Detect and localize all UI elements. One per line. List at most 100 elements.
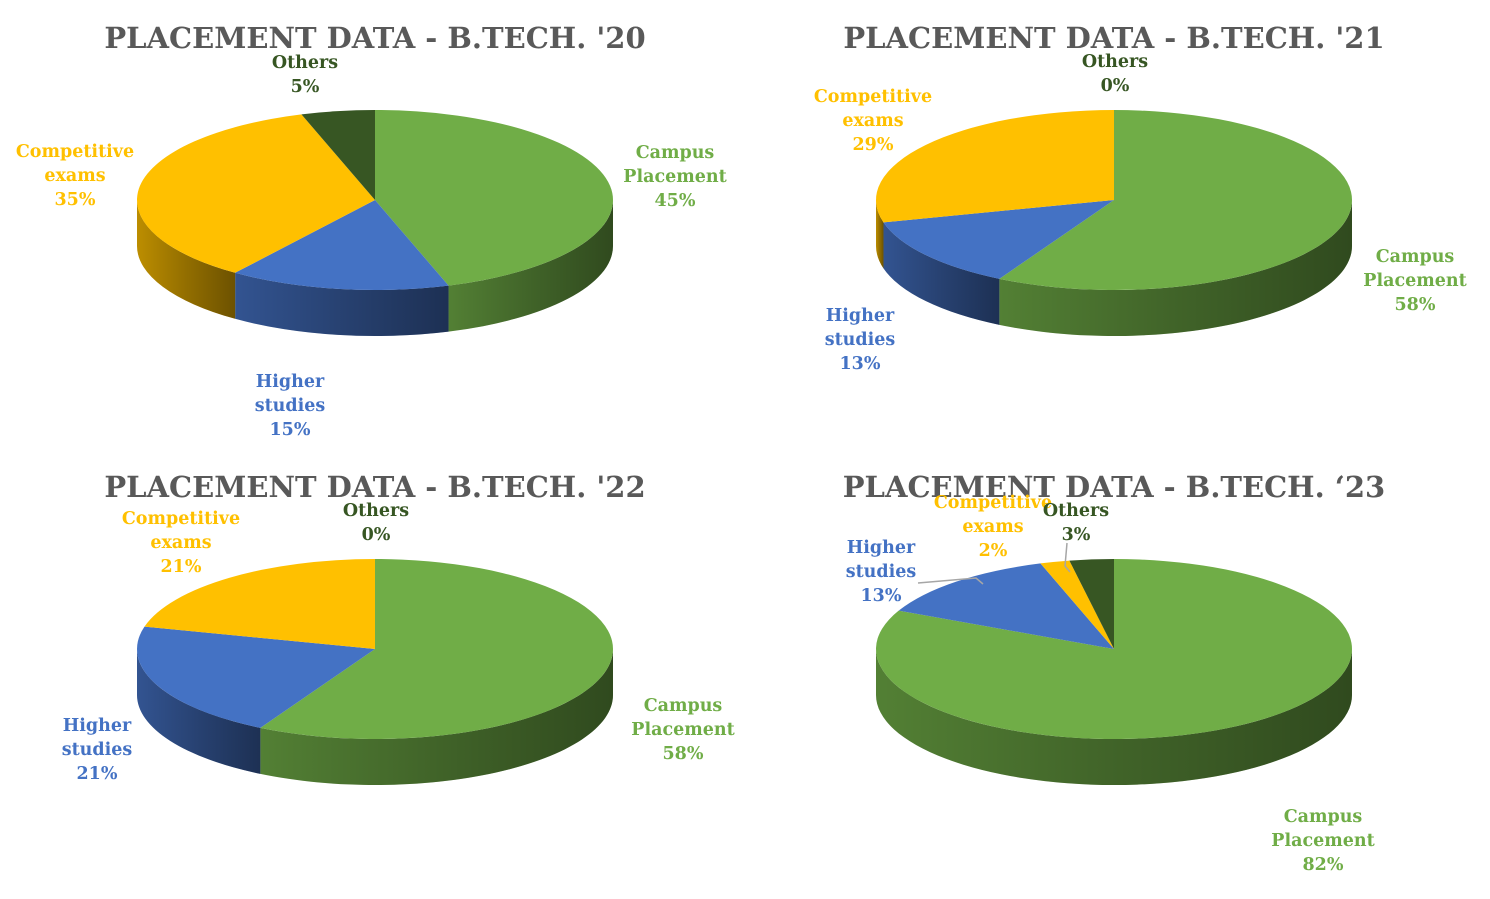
slice-label-competitive: Competitive exams 2% — [934, 493, 1052, 561]
pie-top — [876, 110, 1352, 290]
slice-label-line: Competitive — [934, 493, 1052, 513]
slice-competitive — [876, 110, 1114, 223]
slice-label-line: 0% — [362, 525, 391, 545]
slice-label-line: Higher — [63, 716, 132, 736]
slice-label-line: Others — [1043, 501, 1109, 521]
slice-others — [301, 110, 375, 200]
slice-label-line: 13% — [840, 354, 881, 374]
slice-label-line: Campus — [636, 143, 715, 163]
slice-label-line: 21% — [161, 557, 202, 577]
slice-label-higher: Higher studies 21% — [62, 716, 133, 784]
side-shade-campus — [876, 649, 1352, 785]
slice-label-line: 13% — [861, 586, 902, 606]
slice-label-line: studies — [62, 740, 133, 760]
slice-label-line: 35% — [55, 190, 96, 210]
pie-sides — [137, 200, 613, 337]
slice-label-campus: Campus Placement 82% — [1271, 807, 1374, 875]
slice-label-campus: Campus Placement 58% — [1363, 247, 1466, 315]
slice-others — [1069, 559, 1114, 649]
slice-higher — [898, 563, 1114, 649]
slice-label-line: Placement — [1271, 831, 1374, 851]
slice-label-line: 45% — [655, 191, 696, 211]
side-shade-higher — [883, 222, 1000, 325]
slice-label-line: Others — [1082, 52, 1148, 72]
chart-title: PLACEMENT DATA - B.TECH. '21 — [843, 21, 1384, 55]
slice-campus — [260, 559, 613, 739]
slice-campus — [999, 110, 1352, 290]
slice-label-line: 15% — [270, 420, 311, 440]
chart-3: PLACEMENT DATA - B.TECH. '22 Campus Place… — [62, 470, 735, 785]
slice-label-line: 2% — [979, 541, 1008, 561]
side-shade-campus — [260, 649, 613, 785]
slice-label-line: exams — [150, 533, 211, 553]
slice-label-line: Campus — [644, 696, 723, 716]
slice-label-line: 58% — [1395, 295, 1436, 315]
slice-label-line: Campus — [1284, 807, 1363, 827]
side-shade-competitive — [876, 200, 884, 269]
slice-label-line: Higher — [256, 372, 325, 392]
pie-top — [876, 559, 1353, 739]
slice-higher — [883, 200, 1114, 279]
slice-label-higher: Higher studies 13% — [825, 306, 896, 374]
slice-label-others: Others 5% — [272, 53, 338, 97]
slice-label-higher: Higher studies 15% — [255, 372, 326, 440]
side-shade-higher — [137, 649, 261, 774]
pie-sides — [876, 649, 1352, 785]
side-shade-campus — [448, 200, 613, 332]
slice-higher — [136, 626, 375, 728]
slice-label-line: Competitive — [16, 142, 134, 162]
slice-higher — [235, 200, 449, 290]
slice-label-line: exams — [842, 111, 903, 131]
slice-label-line: 21% — [77, 764, 118, 784]
slice-label-competitive: Competitive exams 29% — [814, 87, 932, 155]
slice-label-others: Others 0% — [1082, 52, 1148, 96]
slice-label-line: Competitive — [814, 87, 932, 107]
slice-label-line: exams — [44, 166, 105, 186]
slice-label-line: studies — [846, 562, 917, 582]
slice-label-campus: Campus Placement 58% — [631, 696, 734, 764]
slice-label-line: 0% — [1101, 76, 1130, 96]
slice-label-line: Placement — [623, 167, 726, 187]
chart-title: PLACEMENT DATA - B.TECH. ‘23 — [843, 470, 1385, 504]
slice-label-line: studies — [825, 330, 896, 350]
slice-label-others: Others 3% — [1043, 501, 1109, 545]
slice-label-line: 58% — [663, 744, 704, 764]
pie-sides — [876, 200, 1352, 337]
slice-competitive — [1040, 560, 1114, 649]
pie-top — [137, 110, 614, 290]
slice-label-line: 82% — [1303, 855, 1344, 875]
slice-label-line: 3% — [1062, 525, 1091, 545]
slice-label-line: Higher — [826, 306, 895, 326]
slice-competitive — [144, 559, 375, 649]
chart-title: PLACEMENT DATA - B.TECH. '20 — [104, 21, 645, 55]
slice-label-others: Others 0% — [343, 501, 409, 545]
pie-sides — [137, 649, 613, 785]
side-shade-campus — [999, 200, 1352, 337]
slice-label-line: Higher — [847, 538, 916, 558]
slice-label-line: studies — [255, 396, 326, 416]
slice-label-line: 5% — [291, 77, 320, 97]
slice-label-line: Others — [343, 501, 409, 521]
slice-label-higher: Higher studies 13% — [846, 538, 917, 606]
slice-campus — [876, 559, 1353, 739]
slice-label-line: Campus — [1376, 247, 1455, 267]
slice-competitive — [137, 114, 375, 273]
slice-label-campus: Campus Placement 45% — [623, 143, 726, 211]
leader-line-higher — [917, 577, 984, 585]
chart-4: PLACEMENT DATA - B.TECH. ‘23 Campus Place… — [843, 470, 1385, 875]
slice-label-line: Competitive — [122, 509, 240, 529]
slice-label-competitive: Competitive exams 35% — [16, 142, 134, 210]
side-shade-higher — [235, 272, 449, 337]
chart-title: PLACEMENT DATA - B.TECH. '22 — [104, 470, 645, 504]
slice-label-line: Placement — [631, 720, 734, 740]
slice-label-line: Placement — [1363, 271, 1466, 291]
slice-label-competitive: Competitive exams 21% — [122, 509, 240, 577]
slice-label-line: Others — [272, 53, 338, 73]
side-shade-competitive — [137, 200, 236, 319]
pie-top — [136, 559, 613, 739]
chart-2: PLACEMENT DATA - B.TECH. '21 Campus Place… — [814, 21, 1467, 374]
slice-campus — [375, 110, 614, 286]
leader-line-others — [1064, 542, 1071, 573]
slice-label-line: exams — [962, 517, 1023, 537]
